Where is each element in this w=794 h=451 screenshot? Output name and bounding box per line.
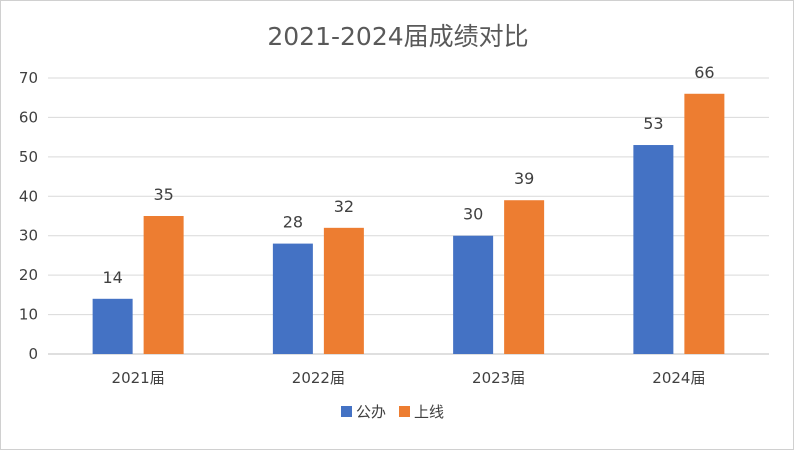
legend-label-上线: 上线 <box>414 403 444 421</box>
data-labels: 14 35 28 32 30 39 53 66 <box>102 63 714 287</box>
data-label-2023届-上线: 39 <box>514 169 534 188</box>
legend-label-公办: 公办 <box>356 403 386 421</box>
legend-swatch-上线 <box>399 406 410 417</box>
bars <box>92 93 725 355</box>
x-category-label-1: 2022届 <box>292 369 345 387</box>
legend-swatch-公办 <box>341 406 352 417</box>
bar-2023届-上线 <box>504 200 545 354</box>
y-tick-label-70: 70 <box>19 69 38 87</box>
bar-2024届-公办 <box>633 145 674 354</box>
bar-2023届-公办 <box>453 235 494 354</box>
y-tick-label-0: 0 <box>28 345 38 363</box>
y-axis-ticks: 0 10 20 30 40 50 60 70 <box>19 69 38 363</box>
x-category-label-0: 2021届 <box>112 369 165 387</box>
bar-2024届-上线 <box>684 93 725 355</box>
y-tick-label-50: 50 <box>19 148 38 166</box>
data-label-2022届-公办: 28 <box>283 213 303 232</box>
data-label-2021届-上线: 35 <box>153 185 173 204</box>
bar-2021届-公办 <box>92 298 133 354</box>
bar-2022届-公办 <box>272 243 313 354</box>
data-label-2022届-上线: 32 <box>334 197 354 216</box>
y-tick-label-10: 10 <box>19 306 38 324</box>
x-category-label-3: 2024届 <box>652 369 705 387</box>
data-label-2024届-上线: 66 <box>694 63 714 82</box>
y-tick-label-40: 40 <box>19 187 38 205</box>
legend: 公办 上线 <box>341 403 444 421</box>
data-label-2021届-公办: 14 <box>102 268 122 287</box>
data-label-2024届-公办: 53 <box>643 114 663 133</box>
y-tick-label-20: 20 <box>19 266 38 284</box>
data-label-2023届-公办: 30 <box>463 205 483 224</box>
y-tick-label-30: 30 <box>19 227 38 245</box>
x-category-label-2: 2023届 <box>472 369 525 387</box>
chart-title: 2021-2024届成绩对比 <box>267 22 528 51</box>
y-tick-label-60: 60 <box>19 108 38 126</box>
bar-2022届-上线 <box>323 227 364 354</box>
bar-2021届-上线 <box>143 216 184 354</box>
x-axis-categories: 2021届 2022届 2023届 2024届 <box>112 369 706 387</box>
